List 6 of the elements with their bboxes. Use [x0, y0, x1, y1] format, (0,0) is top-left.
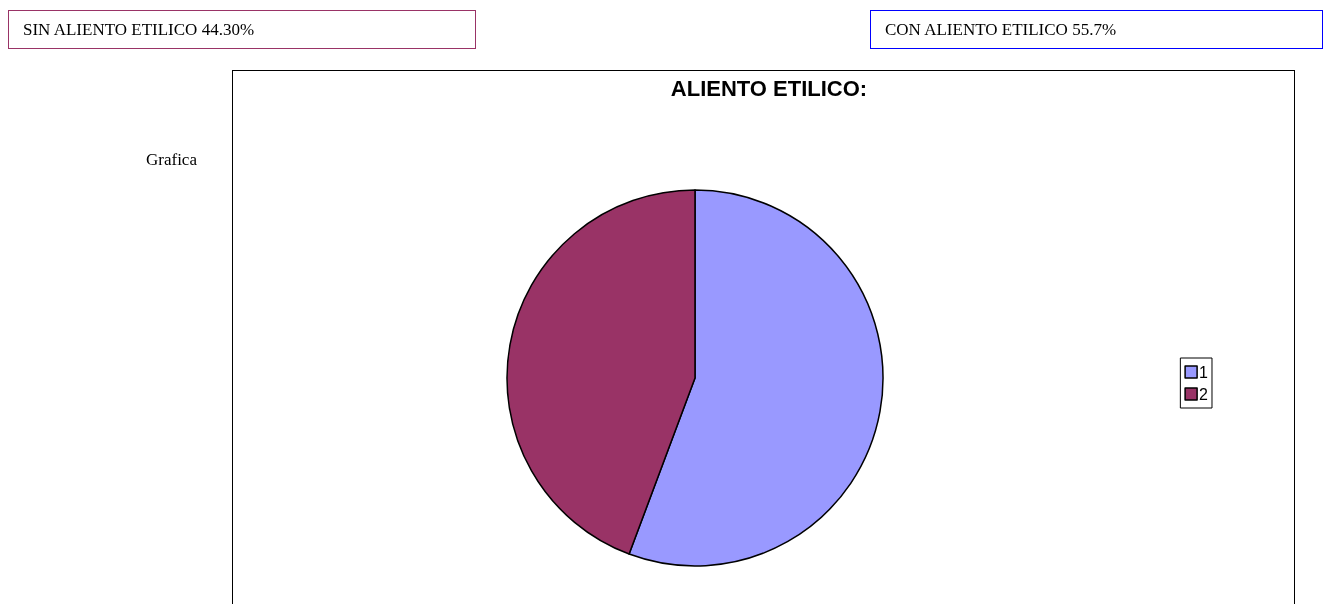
legend-label: 1: [1199, 363, 1209, 381]
legend-label: 2: [1199, 385, 1209, 403]
chart-title: ALIENTO ETILICO:: [670, 75, 868, 101]
text: CON ALIENTO ETILICO 55.7%: [870, 10, 1323, 49]
text: SIN ALIENTO ETILICO 44.30%: [8, 10, 476, 49]
text: Grafica: [146, 150, 197, 170]
